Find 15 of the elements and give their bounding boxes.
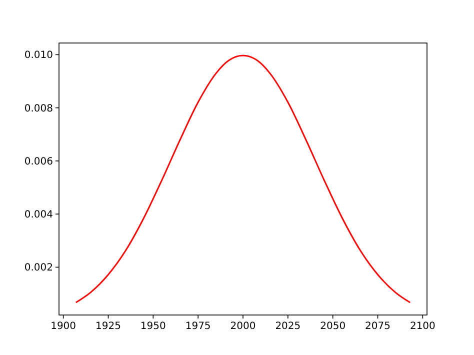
x-tick-label: 1900 <box>50 321 76 332</box>
x-tick-label: 1925 <box>96 321 121 332</box>
y-tick-label: 0.010 <box>24 50 53 62</box>
x-tick-label: 2025 <box>275 321 301 332</box>
y-tick-label: 0.002 <box>24 262 53 274</box>
x-tick-label: 1975 <box>185 321 211 332</box>
x-tick-label: 2000 <box>230 321 256 332</box>
y-tick-label: 0.008 <box>24 103 53 114</box>
y-tick-label: 0.004 <box>24 210 53 221</box>
x-tick-label: 2075 <box>365 321 390 332</box>
y-tick-label: 0.006 <box>24 156 53 168</box>
x-tick-label: 2100 <box>410 321 436 332</box>
x-tick-label: 1950 <box>140 321 166 332</box>
line-series <box>75 54 411 304</box>
x-tick-label: 2050 <box>320 321 346 332</box>
